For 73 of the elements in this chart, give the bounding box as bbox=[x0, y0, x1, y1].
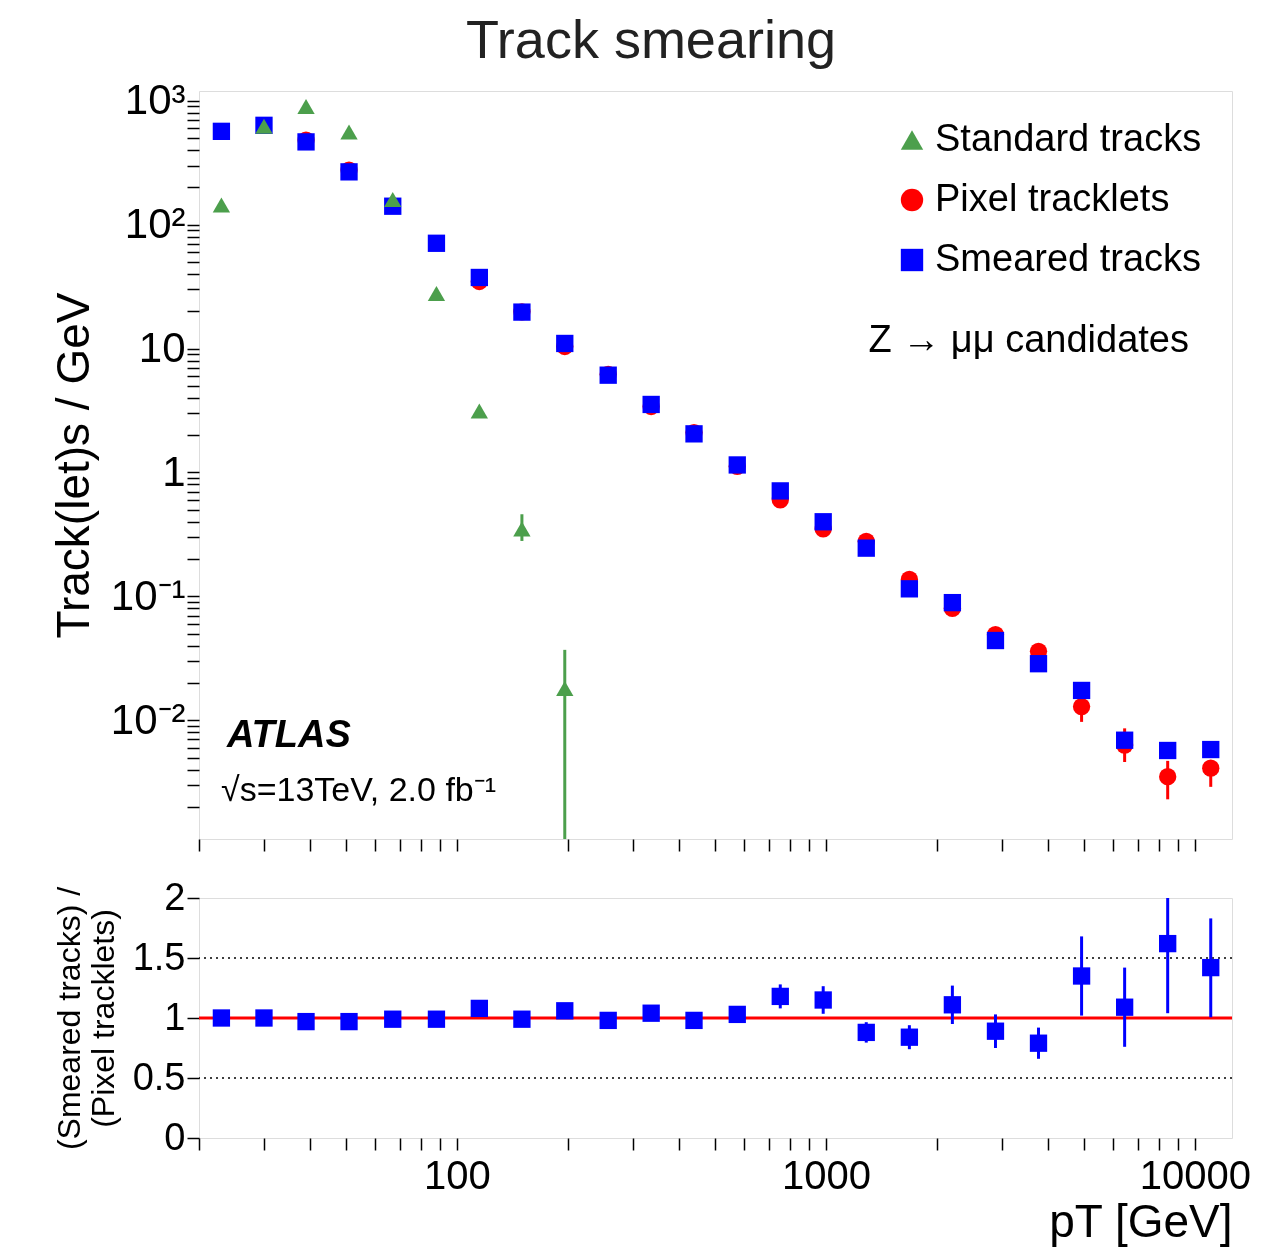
y-tick-label: 10⁻¹ bbox=[110, 571, 186, 619]
point bbox=[814, 513, 832, 531]
point bbox=[513, 1010, 531, 1028]
x-tick-label: 1000 bbox=[781, 1152, 871, 1197]
point bbox=[728, 1005, 746, 1024]
point bbox=[1029, 1034, 1048, 1052]
y-tick-label: 10³ bbox=[124, 76, 186, 124]
point bbox=[943, 996, 962, 1014]
point bbox=[384, 191, 402, 207]
y-tick-label: 10⁻² bbox=[110, 695, 186, 743]
point bbox=[1202, 958, 1220, 977]
point bbox=[943, 593, 962, 612]
point bbox=[297, 98, 315, 114]
annotation: Z → μμ candidates bbox=[868, 318, 1189, 360]
legend-label: Standard tracks bbox=[935, 117, 1202, 159]
point bbox=[212, 1009, 231, 1027]
point bbox=[1159, 934, 1177, 953]
point bbox=[1202, 759, 1220, 777]
x-tick-label: 100 bbox=[424, 1152, 491, 1197]
point bbox=[427, 234, 446, 252]
y-axis-title: Track(let)s / GeV bbox=[46, 292, 99, 639]
point bbox=[771, 482, 789, 500]
point bbox=[857, 539, 875, 557]
point bbox=[255, 1009, 273, 1027]
point bbox=[1072, 967, 1091, 985]
y-tick-label: 1 bbox=[164, 995, 186, 1038]
point bbox=[599, 1011, 617, 1030]
x-tick-label: 10000 bbox=[1139, 1152, 1252, 1197]
x-axis-title: pT [GeV] bbox=[1049, 1194, 1233, 1247]
point bbox=[1115, 731, 1134, 749]
y-tick-label: 0.5 bbox=[132, 1055, 186, 1098]
point bbox=[1159, 741, 1177, 760]
point bbox=[685, 1011, 703, 1030]
point bbox=[470, 268, 488, 287]
point bbox=[986, 1022, 1005, 1040]
annotation: √s=13TeV, 2.0 fb⁻¹ bbox=[221, 770, 497, 808]
point bbox=[1072, 681, 1091, 700]
point bbox=[212, 122, 231, 140]
point bbox=[470, 999, 488, 1018]
point bbox=[771, 987, 789, 1006]
point bbox=[556, 681, 574, 697]
chart-title: Track smearing bbox=[465, 9, 836, 70]
y-tick-label: 2 bbox=[164, 875, 186, 918]
y-tick-label: 0 bbox=[164, 1115, 186, 1158]
y-tick-label: 1.5 bbox=[132, 935, 186, 978]
point bbox=[212, 197, 231, 213]
point bbox=[297, 1012, 315, 1031]
y-tick-label: 10 bbox=[138, 324, 186, 372]
y-tick-label: 1 bbox=[162, 447, 186, 495]
point bbox=[1029, 655, 1048, 673]
point bbox=[556, 1002, 574, 1020]
point bbox=[470, 403, 488, 419]
point bbox=[814, 991, 832, 1009]
point bbox=[384, 1010, 402, 1028]
point bbox=[642, 1004, 660, 1022]
point bbox=[1159, 768, 1177, 786]
point bbox=[900, 580, 919, 598]
point bbox=[427, 1010, 446, 1028]
y-tick-label: 10² bbox=[124, 200, 186, 248]
point bbox=[986, 631, 1005, 650]
annotation: ATLAS bbox=[226, 713, 351, 755]
y-axis-title: (Smeared tracks) / (Pixel tracklets) bbox=[50, 886, 121, 1151]
legend-label: Pixel tracklets bbox=[935, 177, 1170, 219]
point bbox=[1115, 998, 1134, 1016]
point bbox=[340, 124, 358, 140]
point bbox=[340, 1012, 358, 1031]
legend-label: Smeared tracks bbox=[935, 237, 1202, 279]
point bbox=[513, 521, 531, 537]
point bbox=[1202, 740, 1220, 759]
point bbox=[900, 1028, 919, 1046]
point bbox=[1072, 697, 1091, 716]
point bbox=[857, 1023, 875, 1042]
point bbox=[427, 285, 446, 301]
